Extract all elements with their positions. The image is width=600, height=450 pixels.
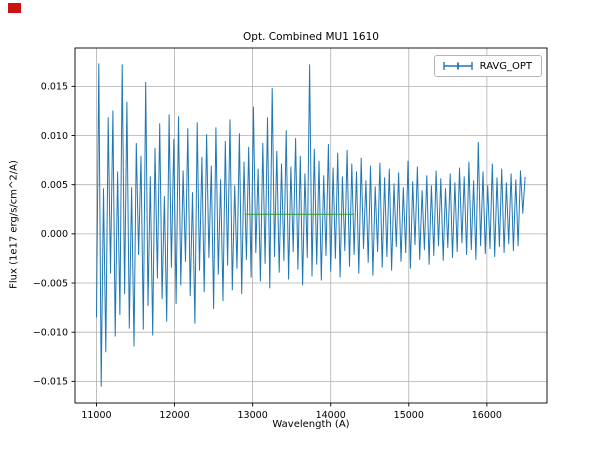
legend: RAVG_OPT [433, 55, 542, 77]
y-tick-label: 0.000 [41, 229, 68, 240]
x-tick-label: 14000 [316, 410, 346, 421]
y-tick-label: −0.015 [33, 377, 68, 388]
red-marker [8, 3, 21, 13]
x-tick-label: 11000 [81, 410, 111, 421]
y-tick-label: 0.010 [41, 131, 68, 142]
errorbar-legend-icon [442, 62, 473, 70]
x-tick-label: 16000 [472, 410, 502, 421]
x-axis-label: Wavelength (A) [272, 419, 350, 430]
y-tick-label: −0.005 [33, 278, 68, 289]
x-tick-label: 13000 [238, 410, 268, 421]
legend-entry-label: RAVG_OPT [479, 60, 532, 72]
x-tick-label: 15000 [394, 410, 424, 421]
y-tick-label: −0.010 [33, 327, 68, 338]
y-tick-label: 0.005 [41, 180, 68, 191]
x-tick-label: 12000 [159, 410, 189, 421]
RAVG_OPT-line [96, 63, 526, 387]
chart-title: Opt. Combined MU1 1610 [243, 31, 379, 43]
axes-spines [74, 47, 548, 404]
y-tick-label: 0.015 [41, 82, 68, 93]
